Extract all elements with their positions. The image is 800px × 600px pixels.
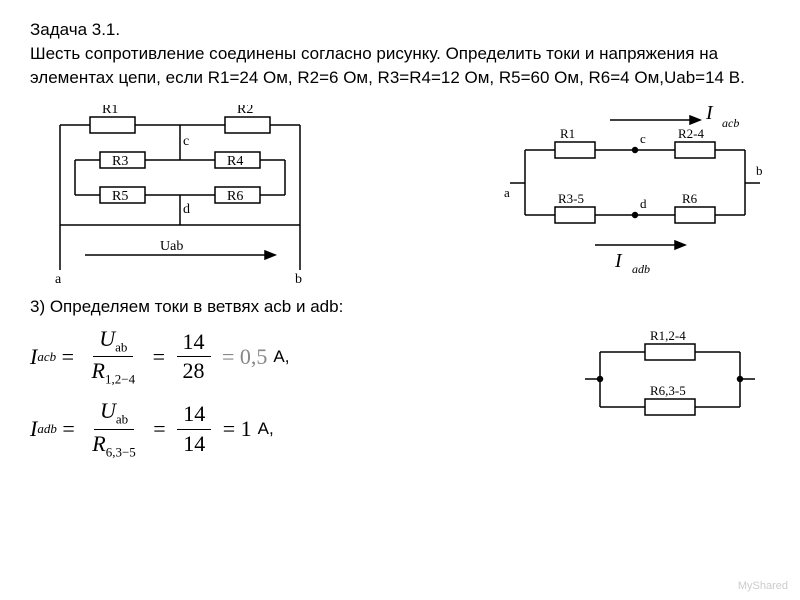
label-Iadb: adb — [632, 262, 650, 275]
circuit-diagram-equivalent: R1,2-4 R6,3-5 — [570, 327, 770, 437]
formula-Iadb: Iadb = Uab R6,3−5 = 14 14 = 1 А, — [30, 399, 289, 459]
circuit-diagram-original: R1 R2 R3 R4 R5 R6 c d Uab a b — [30, 105, 330, 285]
label-R5: R5 — [112, 189, 128, 204]
label-R1: R1 — [102, 105, 118, 117]
label-R4: R4 — [227, 154, 243, 169]
label-R635: R6,3-5 — [650, 383, 686, 398]
formulas-block: Iacb = Uab R1,2−4 = 14 28 = 0,5 А, Iadb … — [30, 327, 289, 472]
label-a-d2: a — [504, 185, 510, 200]
label-R3: R3 — [112, 154, 128, 169]
label-c: c — [183, 134, 189, 149]
circuit-diagram-simplified: R1 R2-4 R3-5 R6 c d a b I acb I adb — [500, 105, 770, 275]
label-Uab: Uab — [160, 239, 183, 254]
label-I-bot: I — [614, 250, 623, 272]
step3-text: 3) Определяем токи в ветвях acb и adb: — [30, 297, 770, 317]
problem-statement: Шесть сопротивление соединены согласно р… — [30, 42, 770, 90]
label-I-top: I — [705, 105, 714, 124]
label-a: a — [55, 272, 62, 285]
diagrams-row: R1 R2 R3 R4 R5 R6 c d Uab a b — [30, 105, 770, 285]
label-R35: R3-5 — [558, 191, 584, 206]
label-b: b — [295, 272, 302, 285]
watermark: MyShared — [738, 580, 788, 592]
label-R2: R2 — [237, 105, 253, 117]
label-R6-d2: R6 — [682, 191, 698, 206]
label-R24: R2-4 — [678, 126, 705, 141]
label-R1-d2: R1 — [560, 126, 575, 141]
label-R124: R1,2-4 — [650, 328, 686, 343]
label-b-d2: b — [756, 163, 763, 178]
label-d-d2: d — [640, 196, 647, 211]
formula-Iacb: Iacb = Uab R1,2−4 = 14 28 = 0,5 А, — [30, 327, 289, 387]
label-c-d2: c — [640, 131, 646, 146]
label-d: d — [183, 202, 190, 217]
label-R6: R6 — [227, 189, 243, 204]
problem-title: Задача 3.1. — [30, 20, 770, 40]
label-Iacb: acb — [722, 116, 739, 130]
